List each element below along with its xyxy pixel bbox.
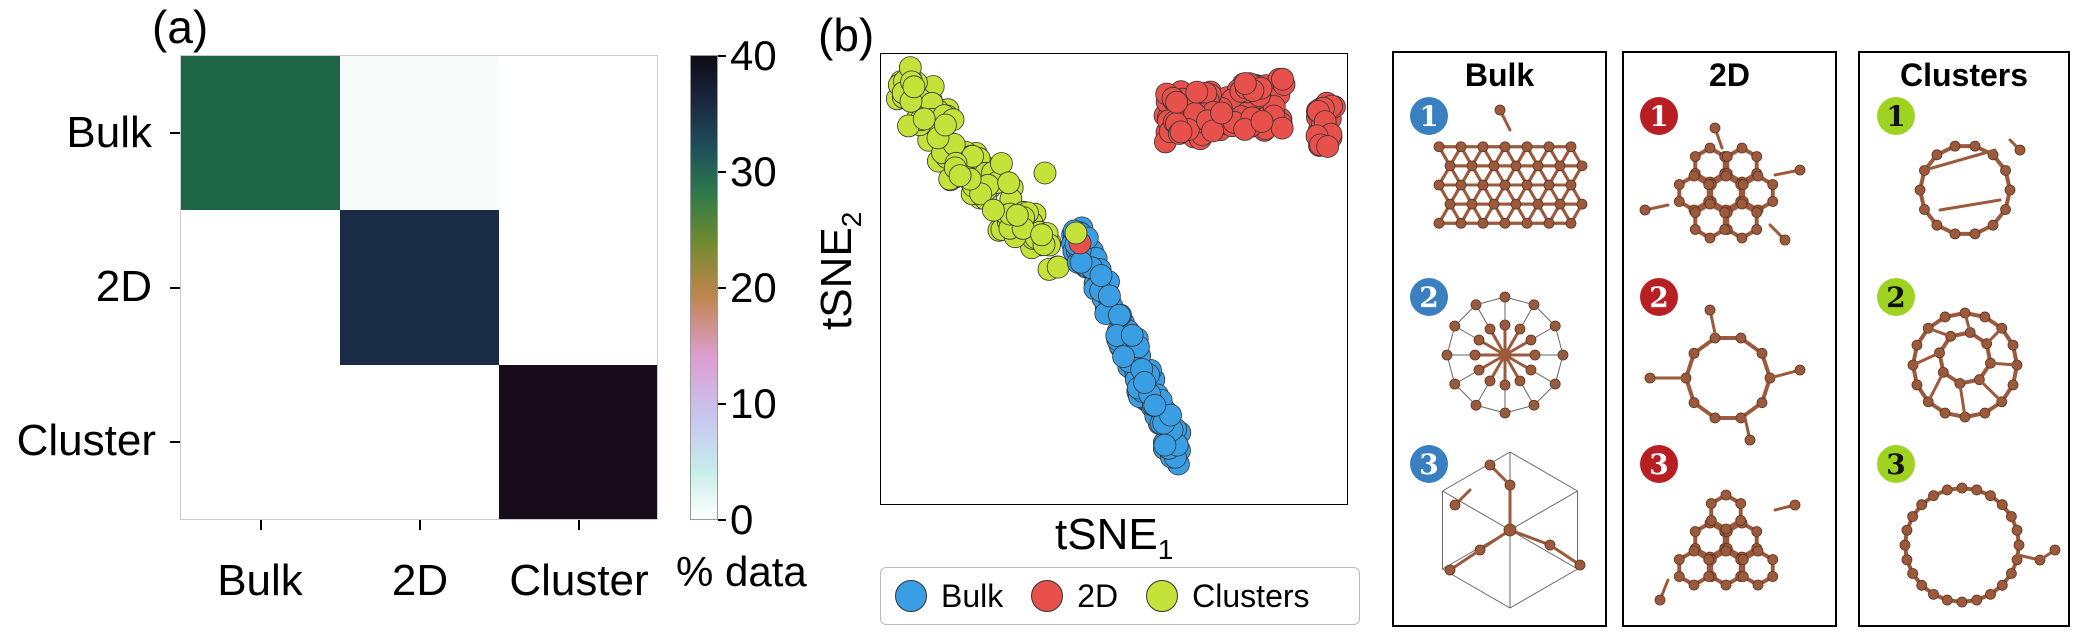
badge-clusters-1: 1: [1877, 97, 1915, 135]
point-2d: [1165, 90, 1189, 114]
point-clusters: [1064, 221, 1088, 245]
tsne-plot-frame: [880, 53, 1348, 505]
colorbar-tick-label-30: 30: [730, 148, 777, 195]
point-bulk: [1133, 371, 1157, 394]
point-2d: [1271, 67, 1294, 91]
legend-marker-2d: [1031, 580, 1064, 612]
colorbar: [690, 55, 718, 520]
structure-title-bulk: Bulk: [1464, 57, 1535, 93]
point-clusters: [1046, 255, 1070, 279]
badge-clusters-3: 3: [1877, 445, 1915, 483]
point-2d: [1185, 80, 1209, 104]
point-clusters: [912, 107, 936, 131]
badge-2d-2: 2: [1640, 278, 1678, 316]
colorbar-tick: [718, 287, 726, 289]
heatmap-cell-bulk-bulk: [181, 56, 340, 210]
row-label-cluster: Cluster: [16, 416, 156, 465]
heatmap-cell-cluster-cluster: [499, 365, 657, 519]
colorbar-tick-label-20: 20: [730, 264, 777, 311]
point-bulk: [1107, 303, 1131, 327]
heatmap-frame: [180, 55, 658, 520]
point-2d: [1316, 135, 1340, 158]
col-label-2d: 2D: [391, 556, 449, 605]
x-tick: [260, 520, 262, 530]
colorbar-tick: [718, 519, 726, 521]
badge-clusters-2: 2: [1877, 278, 1915, 316]
colorbar-tick-label-10: 10: [730, 380, 777, 427]
legend-item-2d: 2D: [1031, 578, 1118, 615]
structure-panel-2d: 2D: [1622, 51, 1837, 627]
legend-label-clusters: Clusters: [1192, 577, 1310, 614]
legend-label-bulk: Bulk: [941, 577, 1004, 614]
point-2d: [1201, 119, 1225, 143]
point-bulk: [1120, 323, 1144, 347]
point-2d: [1250, 110, 1274, 133]
colorbar-label: % data: [676, 548, 807, 595]
point-clusters: [902, 75, 926, 99]
point-clusters: [948, 164, 972, 187]
heatmap-cell-2d-2d: [340, 210, 499, 365]
x-tick: [419, 520, 421, 530]
tsne-scatter: [885, 56, 1346, 476]
row-label-bulk: Bulk: [66, 108, 152, 157]
structure-title-2d: 2D: [1709, 57, 1750, 93]
badge-2d-3: 3: [1640, 445, 1678, 483]
y-tick: [170, 441, 180, 443]
point-bulk: [1153, 433, 1177, 457]
legend-marker-clusters: [1146, 580, 1179, 612]
structure-panel-clusters: Clusters: [1858, 51, 2070, 627]
panel-label-a: (a): [152, 1, 209, 53]
point-bulk: [1069, 250, 1093, 274]
colorbar-tick-label-0: 0: [730, 496, 754, 543]
legend-item-clusters: Clusters: [1146, 577, 1310, 615]
col-label-cluster: Cluster: [509, 556, 649, 605]
y-tick: [170, 287, 180, 289]
legend-label-2d: 2D: [1077, 577, 1119, 614]
legend-marker-bulk: [895, 580, 927, 612]
badge-bulk-3: 3: [1410, 445, 1448, 483]
x-axis-label: tSNE1: [1055, 510, 1174, 565]
point-clusters: [982, 198, 1005, 222]
point-2d: [1270, 116, 1294, 140]
badge-bulk-1: 1: [1410, 97, 1448, 135]
point-bulk: [1089, 264, 1113, 287]
point-clusters: [1005, 203, 1029, 227]
colorbar-tick: [718, 403, 726, 405]
badge-bulk-2: 2: [1410, 278, 1448, 316]
point-clusters: [997, 171, 1021, 195]
row-label-2d: 2D: [95, 262, 152, 311]
point-clusters: [1030, 223, 1054, 247]
colorbar-tick: [718, 55, 726, 57]
structure-title-clusters: Clusters: [1899, 57, 2029, 93]
point-2d: [1210, 101, 1234, 125]
point-clusters: [1033, 161, 1057, 185]
y-tick: [170, 132, 180, 134]
point-bulk: [1112, 345, 1136, 369]
badge-2d-1: 1: [1640, 97, 1678, 135]
heatmap-cell-bulk-2d: [340, 56, 499, 210]
colorbar-tick: [718, 171, 726, 173]
point-clusters: [934, 113, 957, 137]
legend-item-bulk: Bulk: [895, 578, 1003, 615]
structure-panel-bulk: Bulk: [1392, 51, 1607, 627]
x-tick: [578, 520, 580, 530]
panel-label-b: (b): [818, 9, 875, 61]
colorbar-tick-label-40: 40: [730, 32, 777, 79]
point-2d: [1233, 72, 1257, 95]
y-axis-label: tSNE2: [812, 211, 867, 330]
point-2d: [1169, 120, 1193, 144]
point-bulk: [1097, 284, 1121, 308]
col-label-bulk: Bulk: [217, 556, 303, 605]
point-bulk: [1143, 393, 1167, 417]
point-clusters: [990, 152, 1013, 175]
legend: Bulk 2D Clusters: [880, 567, 1360, 625]
